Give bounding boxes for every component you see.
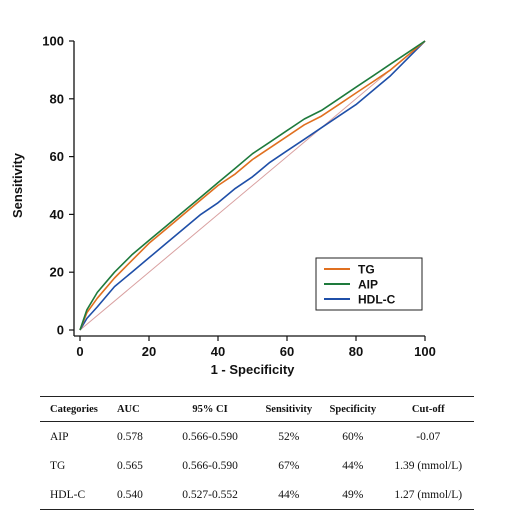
table-cell: 1.39 (mmol/L)	[394, 459, 463, 472]
header-ci: 95% CI	[165, 396, 255, 422]
header-auc: AUC	[116, 396, 166, 422]
y-tick-label: 60	[50, 149, 64, 164]
table-cell: 67%	[278, 459, 300, 472]
table-row: TG 0.565 0.566-0.590 67% 44% 1.39 (mmol/…	[40, 451, 474, 480]
table-cell: 0.566-0.590	[182, 459, 238, 472]
table-row: HDL-C 0.540 0.527-0.552 44% 49% 1.27 (mm…	[40, 480, 474, 510]
x-tick-label: 40	[211, 344, 225, 359]
series-line-hdl-c	[79, 40, 426, 331]
x-tick-label: 80	[349, 344, 363, 359]
legend-label-hdl-c: HDL-C	[358, 293, 396, 307]
x-tick-label: 60	[280, 344, 294, 359]
x-tick-label: 100	[414, 344, 436, 359]
auc-statistics-table: Categories AUC 95% CI Sensitivity Specif…	[40, 396, 474, 510]
roc-chart-svg: 0 20 40 60 80 100 0 20 40 60 80 100 1 - Specificity…	[10, 34, 436, 378]
y-tick-label: 0	[57, 323, 64, 338]
y-tick-label: 80	[50, 91, 64, 106]
header-specificity: Specificity	[323, 396, 383, 422]
table-cell: 0.565	[116, 459, 143, 472]
x-axis-label: 1 - Specificity	[211, 362, 296, 377]
table-row: AIP 0.578 0.566-0.590 52% 60% -0.07	[40, 422, 474, 452]
x-tick-label: 20	[142, 344, 156, 359]
table-cell: 0.578	[116, 430, 143, 443]
table-cell: 0.566-0.590	[182, 430, 238, 443]
header-cutoff: Cut-off	[382, 396, 474, 422]
roc-chart: 0 20 40 60 80 100 0 20 40 60 80 100 1 - Specificity…	[10, 34, 436, 378]
y-axis-label: Sensitivity	[10, 152, 25, 218]
series-line-aip	[79, 40, 426, 331]
y-tick-label: 40	[50, 207, 64, 222]
legend-box	[315, 257, 423, 311]
table-cell: 0.540	[116, 480, 166, 510]
table-cell: 52%	[278, 430, 300, 443]
table-cell: 49%	[323, 480, 383, 510]
table-cell: 44%	[342, 459, 364, 472]
y-tick-label: 20	[50, 265, 64, 280]
reference-diagonal-line	[79, 40, 426, 331]
y-tick-label: 100	[42, 34, 64, 49]
table-header-row: Categories AUC 95% CI Sensitivity Specif…	[40, 396, 474, 422]
table-cell: 1.27 (mmol/L)	[382, 480, 474, 510]
table-cell: 60%	[342, 430, 364, 443]
x-tick-label: 0	[76, 344, 83, 359]
legend-label-tg: TG	[358, 263, 375, 277]
table-cell: HDL-C	[40, 480, 117, 510]
header-categories: Categories	[40, 396, 117, 422]
table-cell: AIP	[50, 430, 69, 443]
table-cell: -0.07	[416, 430, 441, 443]
table-cell: 44%	[254, 480, 324, 510]
table-cell: 0.527-0.552	[165, 480, 255, 510]
legend-label-aip: AIP	[358, 278, 378, 292]
header-sensitivity: Sensitivity	[254, 396, 324, 422]
table-cell: TG	[50, 459, 66, 472]
series-line-tg	[79, 40, 426, 331]
